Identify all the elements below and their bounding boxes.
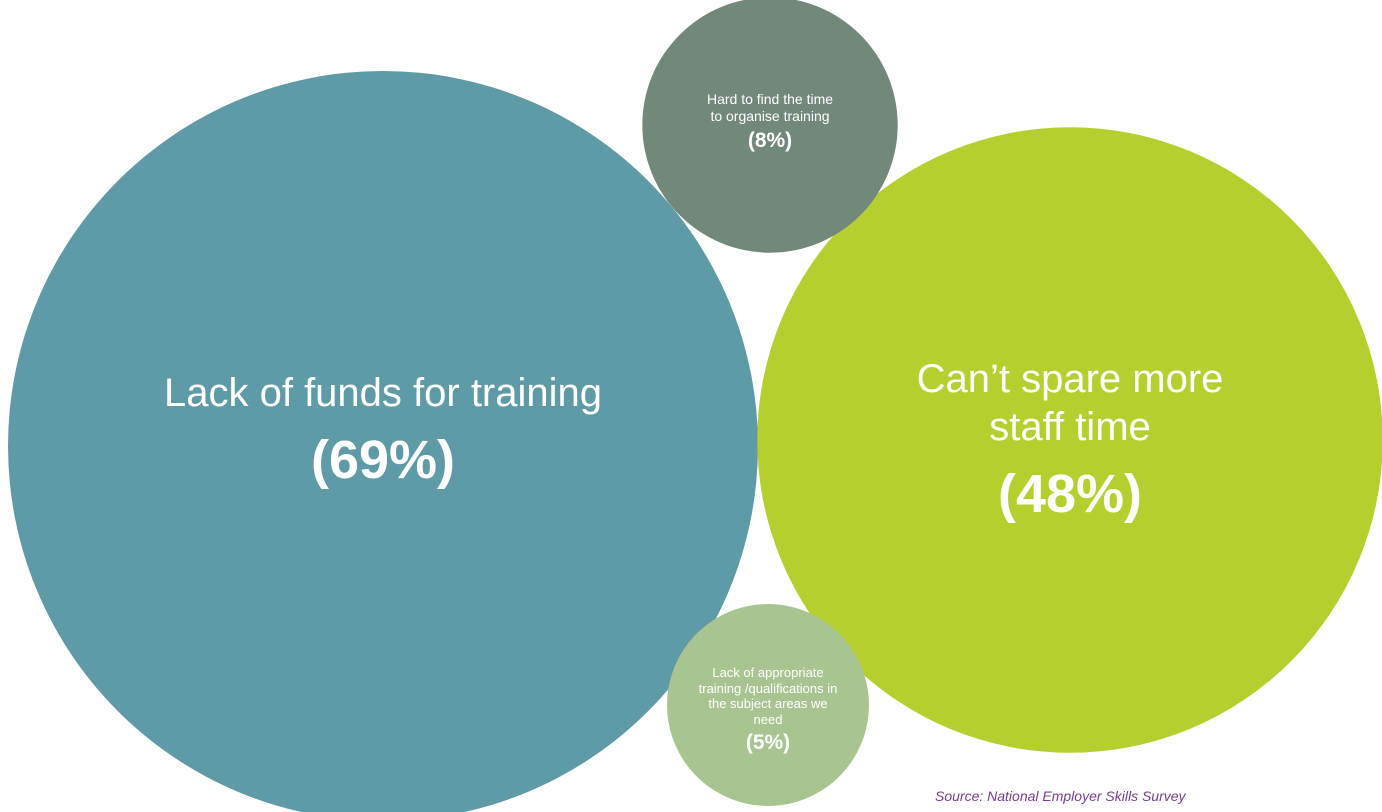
- category-label: Lack of appropriate training /qualificat…: [698, 664, 838, 727]
- bubble-label: Hard to find the time to organise traini…: [700, 91, 840, 153]
- category-label: Can’t spare more staff time: [916, 357, 1224, 449]
- category-label: Hard to find the time to organise traini…: [706, 91, 834, 124]
- value-label: (5%): [745, 731, 791, 755]
- bubble-label: Lack of appropriate training /qualificat…: [698, 665, 838, 755]
- value-label: (69%): [310, 430, 456, 490]
- category-label: Lack of funds for training: [163, 371, 603, 415]
- bubble: [642, 0, 898, 253]
- bubble-label: Can’t spare more staff time (48%): [880, 355, 1260, 525]
- bubble-label: Lack of funds for training (69%): [73, 369, 693, 491]
- source-note: Source: National Employer Skills Survey: [935, 788, 1186, 804]
- bubble: [8, 71, 758, 812]
- bubble: [667, 604, 869, 806]
- value-label: (48%): [997, 464, 1143, 524]
- value-label: (8%): [747, 128, 793, 152]
- bubble: [757, 127, 1382, 753]
